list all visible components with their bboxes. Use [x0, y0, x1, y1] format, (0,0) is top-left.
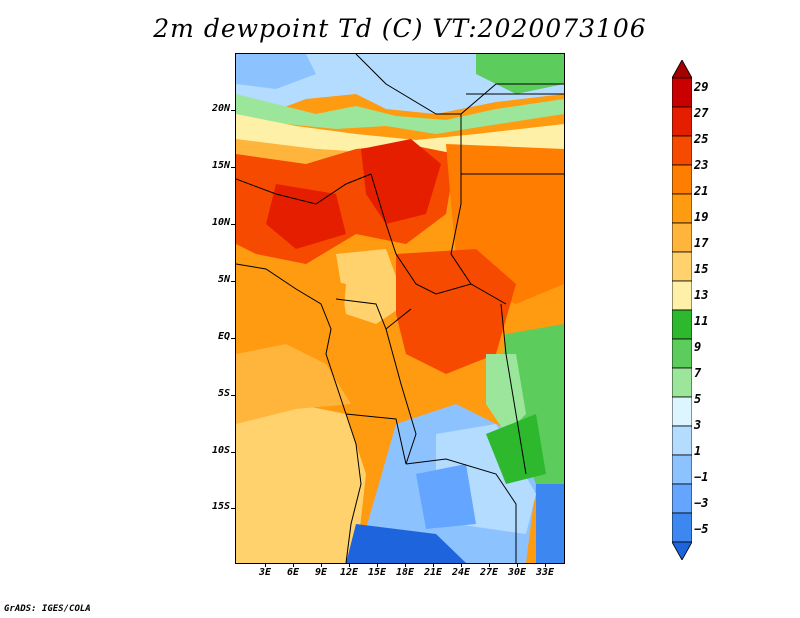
colorbar-swatch: [672, 309, 692, 340]
lon-tick: [433, 563, 434, 567]
lon-label: 12E: [339, 567, 359, 578]
lat-label: 10S: [211, 445, 230, 456]
colorbar-swatch: [672, 367, 692, 398]
lon-tick: [349, 563, 350, 567]
colorbar-swatch: [672, 77, 692, 108]
lat-label: 5N: [217, 274, 230, 285]
lon-label: 3E: [258, 567, 272, 578]
colorbar-label: 17: [694, 236, 709, 250]
colorbar-label: 25: [694, 132, 709, 146]
lat-tick: [231, 395, 235, 396]
lat-label: 15S: [211, 501, 230, 512]
colorbar-label: 7: [694, 366, 702, 380]
lon-tick: [265, 563, 266, 567]
lon-tick: [517, 563, 518, 567]
lat-tick: [231, 224, 235, 225]
lon-tick: [405, 563, 406, 567]
dewpoint-field: [236, 54, 564, 563]
colorbar-swatch: [672, 483, 692, 514]
colorbar-swatch: [672, 106, 692, 137]
lon-label: 27E: [479, 567, 499, 578]
lat-label: 5S: [217, 388, 230, 399]
lat-label: 20N: [211, 103, 230, 114]
colorbar-label: −5: [694, 522, 709, 536]
lon-label: 6E: [286, 567, 300, 578]
colorbar-swatch: [672, 222, 692, 253]
lat-label: EQ: [217, 331, 230, 342]
colorbar-swatch: [672, 193, 692, 224]
lat-label: 15N: [211, 160, 230, 171]
colorbar-swatch: [672, 512, 692, 543]
colorbar-swatch: [672, 425, 692, 456]
colorbar: [672, 60, 692, 560]
colorbar-label: 9: [694, 340, 702, 354]
lat-tick: [231, 167, 235, 168]
colorbar-swatch: [672, 454, 692, 485]
colorbar-label: 1: [694, 444, 702, 458]
colorbar-label: 3: [694, 418, 702, 432]
lon-tick: [293, 563, 294, 567]
colorbar-label: 27: [694, 106, 709, 120]
colorbar-swatch: [672, 164, 692, 195]
colorbar-label: 19: [694, 210, 709, 224]
grads-credit: GrADS: IGES/COLA: [4, 604, 91, 614]
lat-tick: [231, 508, 235, 509]
colorbar-swatch: [672, 135, 692, 166]
colorbar-swatch: [672, 280, 692, 311]
lon-label: 18E: [395, 567, 415, 578]
colorbar-label: −3: [694, 496, 709, 510]
colorbar-swatch: [672, 60, 692, 79]
lat-tick: [231, 110, 235, 111]
lon-label: 15E: [367, 567, 387, 578]
lon-label: 33E: [535, 567, 555, 578]
colorbar-swatch: [672, 541, 692, 560]
colorbar-label: 21: [694, 184, 709, 198]
lon-label: 24E: [451, 567, 471, 578]
lat-label: 10N: [211, 217, 230, 228]
lon-tick: [321, 563, 322, 567]
colorbar-label: 15: [694, 262, 709, 276]
lon-label: 30E: [507, 567, 527, 578]
dewpoint-map: [235, 53, 565, 564]
map-title: 2m dewpoint Td (C) VT:2020073106: [153, 14, 647, 43]
colorbar-label: 29: [694, 80, 709, 94]
colorbar-swatch: [672, 251, 692, 282]
colorbar-label: 11: [694, 314, 709, 328]
colorbar-swatch: [672, 396, 692, 427]
lat-tick: [231, 281, 235, 282]
colorbar-label: 23: [694, 158, 709, 172]
lat-tick: [231, 452, 235, 453]
lon-tick: [461, 563, 462, 567]
colorbar-swatch: [672, 338, 692, 369]
colorbar-label: −1: [694, 470, 709, 484]
lon-tick: [489, 563, 490, 567]
lon-label: 9E: [314, 567, 328, 578]
colorbar-label: 13: [694, 288, 709, 302]
colorbar-label: 5: [694, 392, 702, 406]
lon-tick: [377, 563, 378, 567]
lat-tick: [231, 338, 235, 339]
lon-tick: [545, 563, 546, 567]
lon-label: 21E: [423, 567, 443, 578]
